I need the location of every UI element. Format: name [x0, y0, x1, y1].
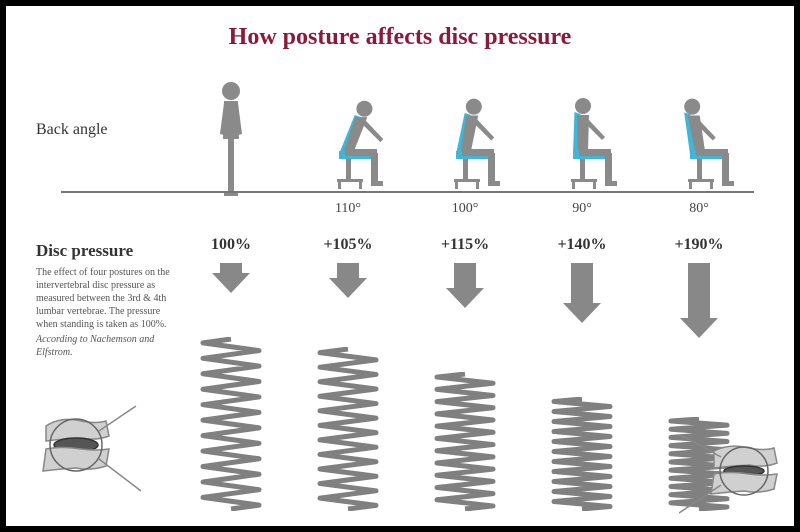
posture-figure — [644, 79, 754, 199]
arrows-row — [176, 261, 754, 340]
angle-labels-row: 110° 100° 90° 80° — [176, 201, 754, 217]
arrow-cell — [527, 261, 637, 325]
spring-cell — [527, 397, 637, 511]
arrow-cell — [410, 261, 520, 310]
spring-cell — [410, 372, 520, 511]
arrow-cell — [293, 261, 403, 300]
spring-icon — [316, 347, 380, 511]
spring-icon — [550, 397, 614, 511]
spring-cell — [176, 337, 286, 511]
angle-label — [176, 201, 286, 217]
standing-figure-icon — [206, 79, 256, 199]
spring-icon — [199, 337, 263, 511]
sitting-figure-icon — [652, 79, 747, 199]
spring-cell — [293, 347, 403, 511]
pressure-arrow-icon — [561, 261, 603, 325]
posture-figure — [176, 79, 286, 199]
infographic-content: Back angle Disc pressure The effect of f… — [6, 61, 794, 531]
pressure-labels-row: 100% +105% +115% +140% +190% — [176, 236, 754, 254]
disc-pressure-label: Disc pressure — [36, 241, 133, 261]
angle-label: 110° — [293, 201, 403, 217]
posture-figure — [527, 79, 637, 199]
arrow-cell — [644, 261, 754, 340]
vertebra-illustration-left — [31, 401, 141, 501]
pressure-label: +105% — [293, 236, 403, 254]
pressure-label: +115% — [410, 236, 520, 254]
infographic-title: How posture affects disc pressure — [6, 6, 794, 61]
sitting-figure-icon — [301, 79, 396, 199]
description-body: The effect of four postures on the inter… — [36, 266, 181, 331]
back-angle-label: Back angle — [36, 121, 108, 139]
description-attribution: According to Nachemson and Elfstrom. — [36, 333, 181, 359]
posture-figure — [410, 79, 520, 199]
arrow-cell — [176, 261, 286, 295]
vertebra-illustration-right — [679, 431, 789, 526]
pressure-arrow-icon — [678, 261, 720, 340]
ground-line — [61, 191, 754, 193]
posture-figures-row — [176, 69, 754, 199]
description-text: The effect of four postures on the inter… — [36, 266, 181, 359]
springs-row — [176, 336, 754, 511]
pressure-label: 100% — [176, 236, 286, 254]
pressure-label: +140% — [527, 236, 637, 254]
sitting-figure-icon — [418, 79, 513, 199]
angle-label: 90° — [527, 201, 637, 217]
angle-label: 100° — [410, 201, 520, 217]
pressure-arrow-icon — [444, 261, 486, 310]
pressure-arrow-icon — [327, 261, 369, 300]
spring-icon — [433, 372, 497, 511]
posture-figure — [293, 79, 403, 199]
pressure-label: +190% — [644, 236, 754, 254]
sitting-figure-icon — [535, 79, 630, 199]
angle-label: 80° — [644, 201, 754, 217]
pressure-arrow-icon — [210, 261, 252, 295]
